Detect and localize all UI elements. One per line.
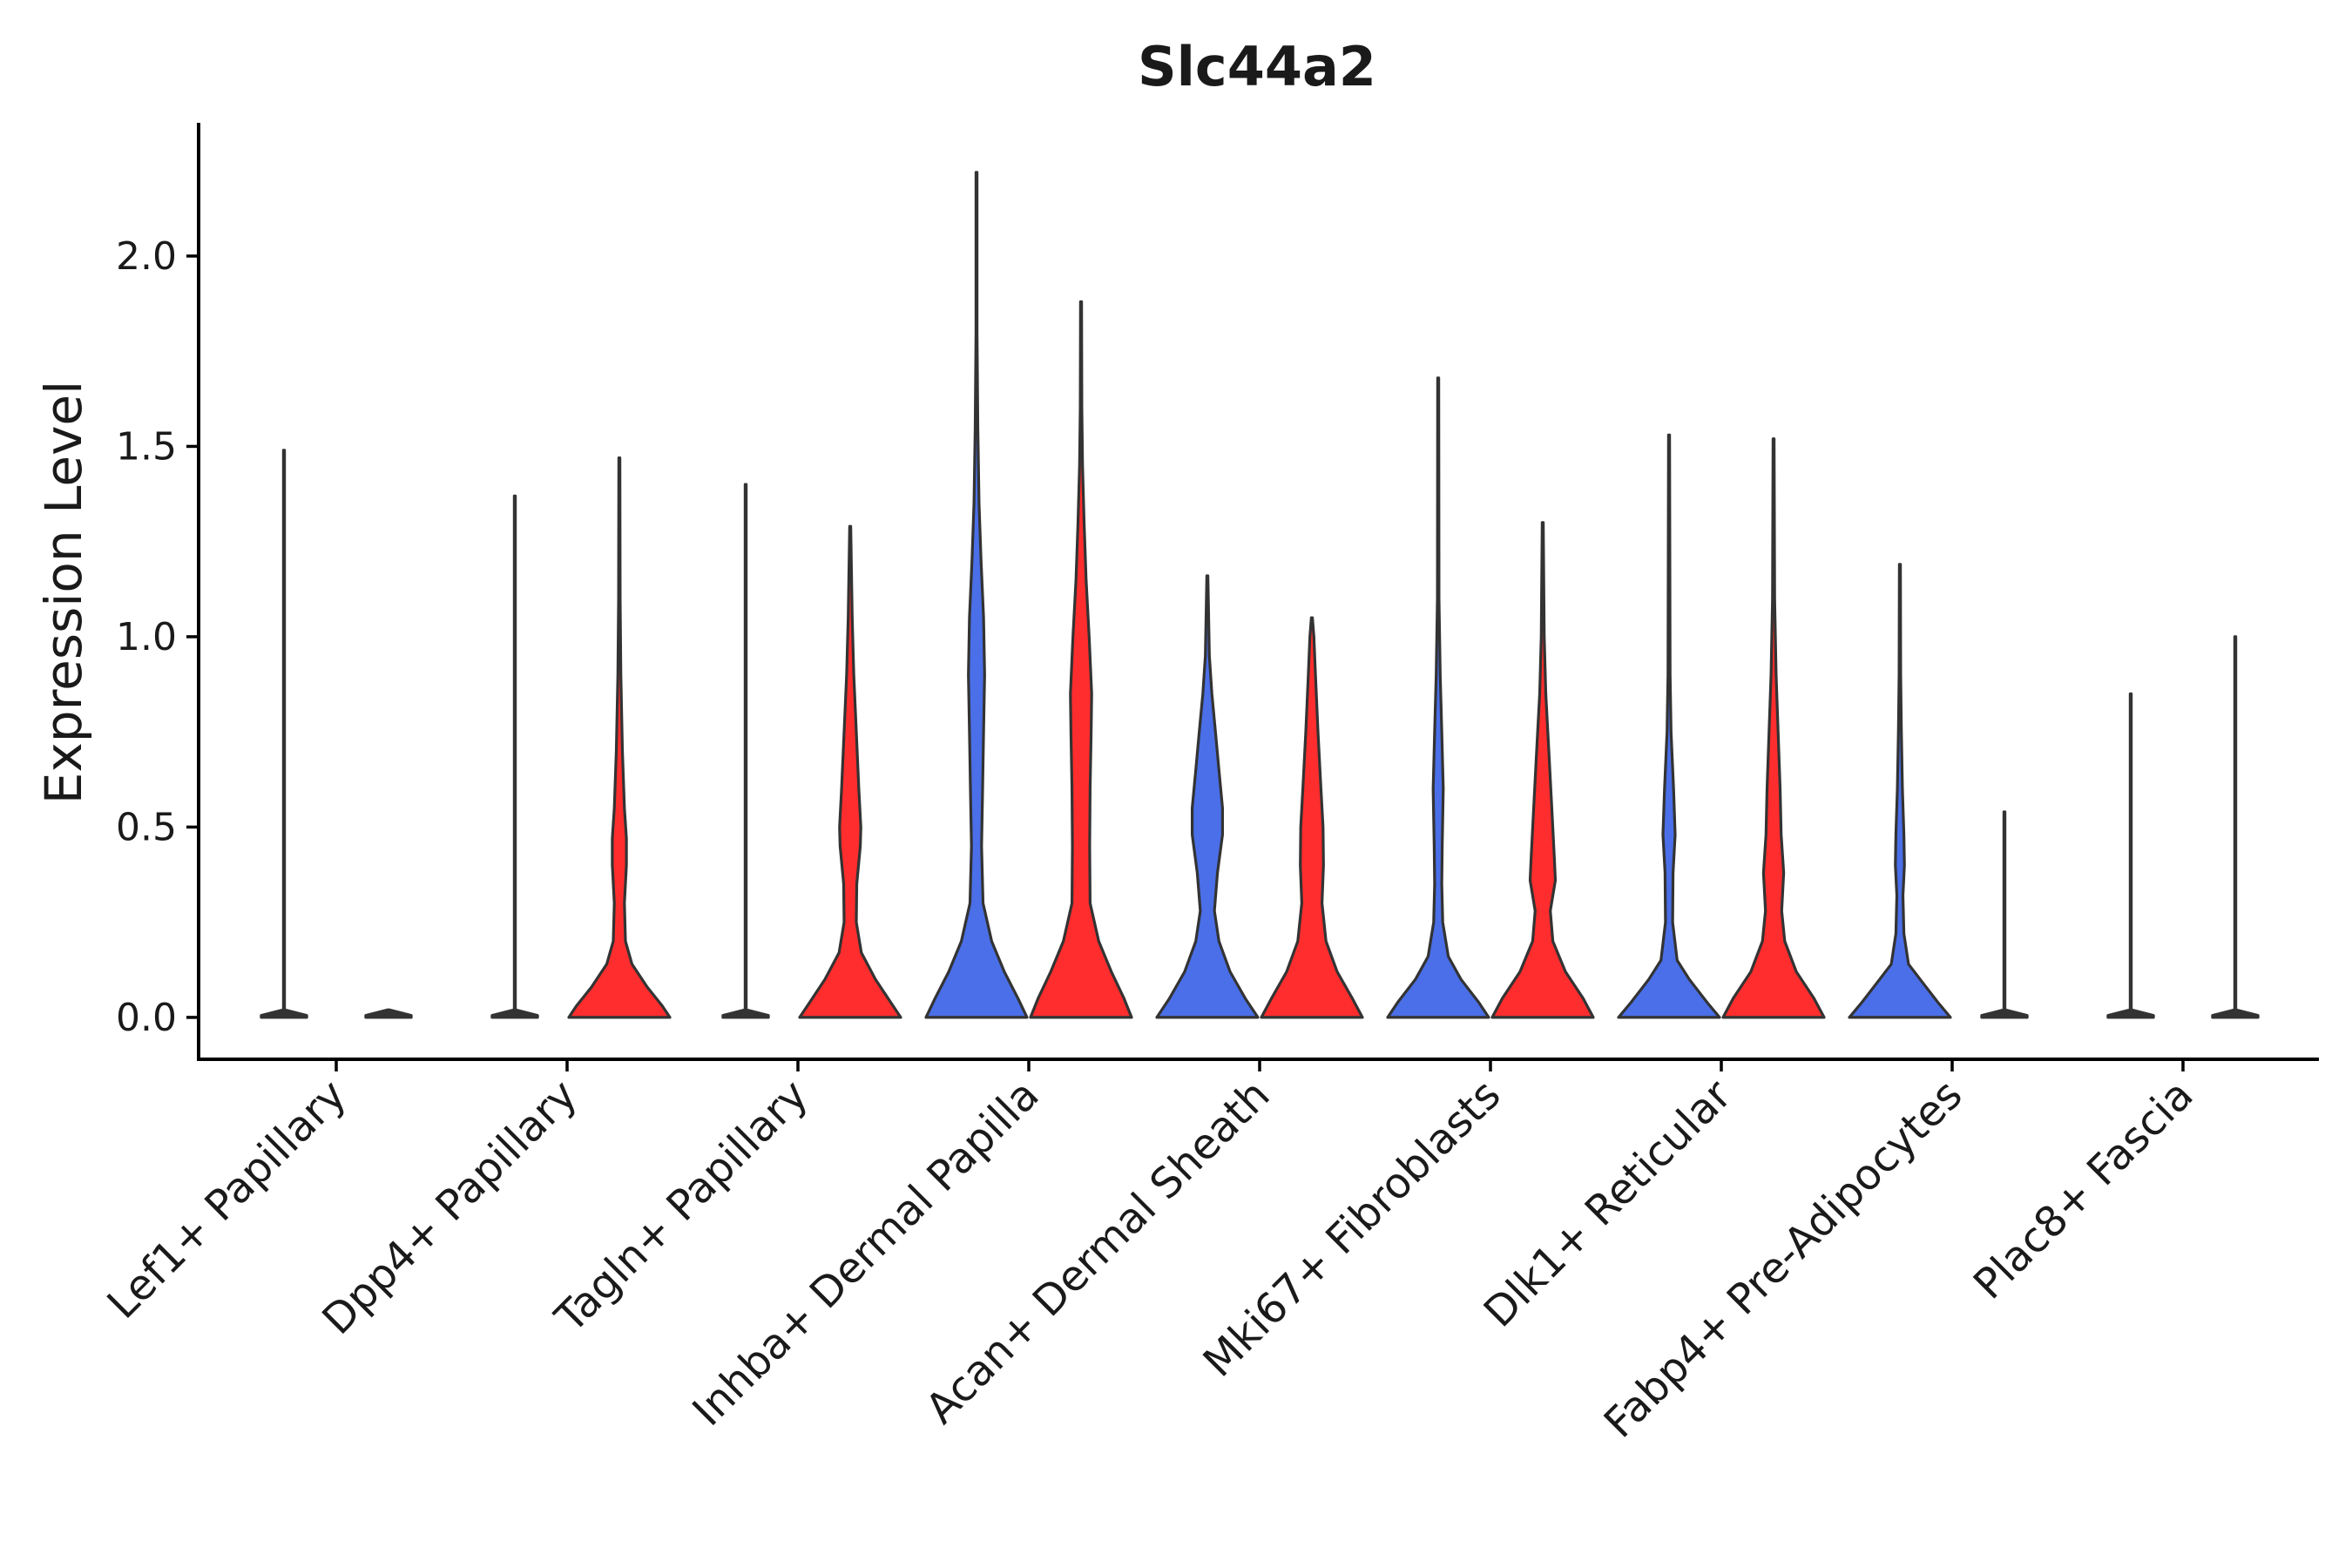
y-ticks: 0.0 0.5 1.0 1.5 2.0 — [116, 234, 199, 1040]
chart-title: Slc44a2 — [1138, 35, 1376, 98]
violin-group-2 — [1260, 616, 1364, 1019]
violin-group-2 — [1490, 521, 1595, 1019]
violin-group-2 — [2211, 635, 2260, 1019]
violin-group-2 — [364, 1008, 413, 1019]
violin-group-1 — [1155, 574, 1260, 1019]
violin-group-2 — [567, 456, 672, 1019]
violin-group-1 — [2106, 692, 2155, 1019]
violin-group-1 — [924, 171, 1029, 1019]
x-tick-label: Plac8+ Fascia — [1964, 1071, 2203, 1309]
y-axis-label: Expression Level — [34, 381, 93, 804]
y-tick-label: 1.5 — [116, 424, 177, 469]
x-tick-label: Lef1+ Papillary — [98, 1071, 356, 1328]
x-tick-label: Dlk1+ Reticular — [1475, 1071, 1741, 1337]
violin-group-1 — [1386, 376, 1490, 1019]
violin-group-2 — [798, 524, 902, 1019]
violin-group — [260, 171, 2260, 1019]
violin-group-2 — [1721, 437, 1826, 1019]
violin-group-1 — [721, 483, 770, 1019]
violin-group-2 — [1980, 810, 2029, 1019]
violin-group-1 — [260, 449, 308, 1019]
y-tick-label: 0.0 — [116, 996, 177, 1040]
x-tick-label: Tagln+ Papillary — [545, 1071, 817, 1342]
x-tick-label: Dpp4+ Papillary — [313, 1071, 586, 1344]
violin-group-1 — [1848, 563, 1952, 1019]
y-tick-label: 2.0 — [116, 234, 177, 279]
violin-group-1 — [490, 494, 539, 1019]
violin-group-2 — [1029, 300, 1133, 1019]
y-tick-label: 0.5 — [116, 805, 177, 849]
violin-group-1 — [1617, 433, 1721, 1019]
y-tick-label: 1.0 — [116, 615, 177, 659]
